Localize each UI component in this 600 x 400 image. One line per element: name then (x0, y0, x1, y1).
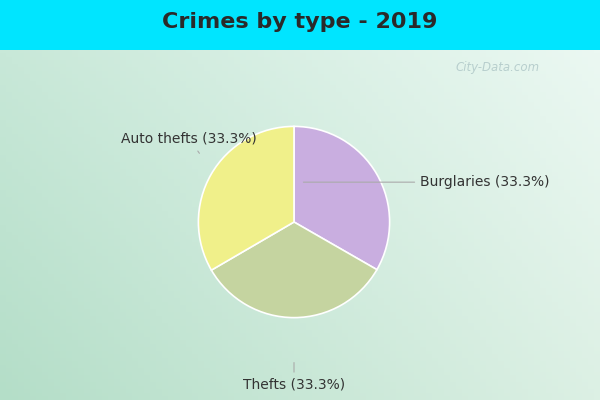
Wedge shape (211, 222, 377, 318)
Text: Auto thefts (33.3%): Auto thefts (33.3%) (121, 132, 257, 153)
Wedge shape (294, 126, 389, 270)
Text: Crimes by type - 2019: Crimes by type - 2019 (163, 12, 437, 32)
Wedge shape (199, 126, 294, 270)
Text: Thefts (33.3%): Thefts (33.3%) (243, 362, 345, 392)
Text: Burglaries (33.3%): Burglaries (33.3%) (304, 175, 550, 189)
Text: City-Data.com: City-Data.com (456, 62, 540, 74)
